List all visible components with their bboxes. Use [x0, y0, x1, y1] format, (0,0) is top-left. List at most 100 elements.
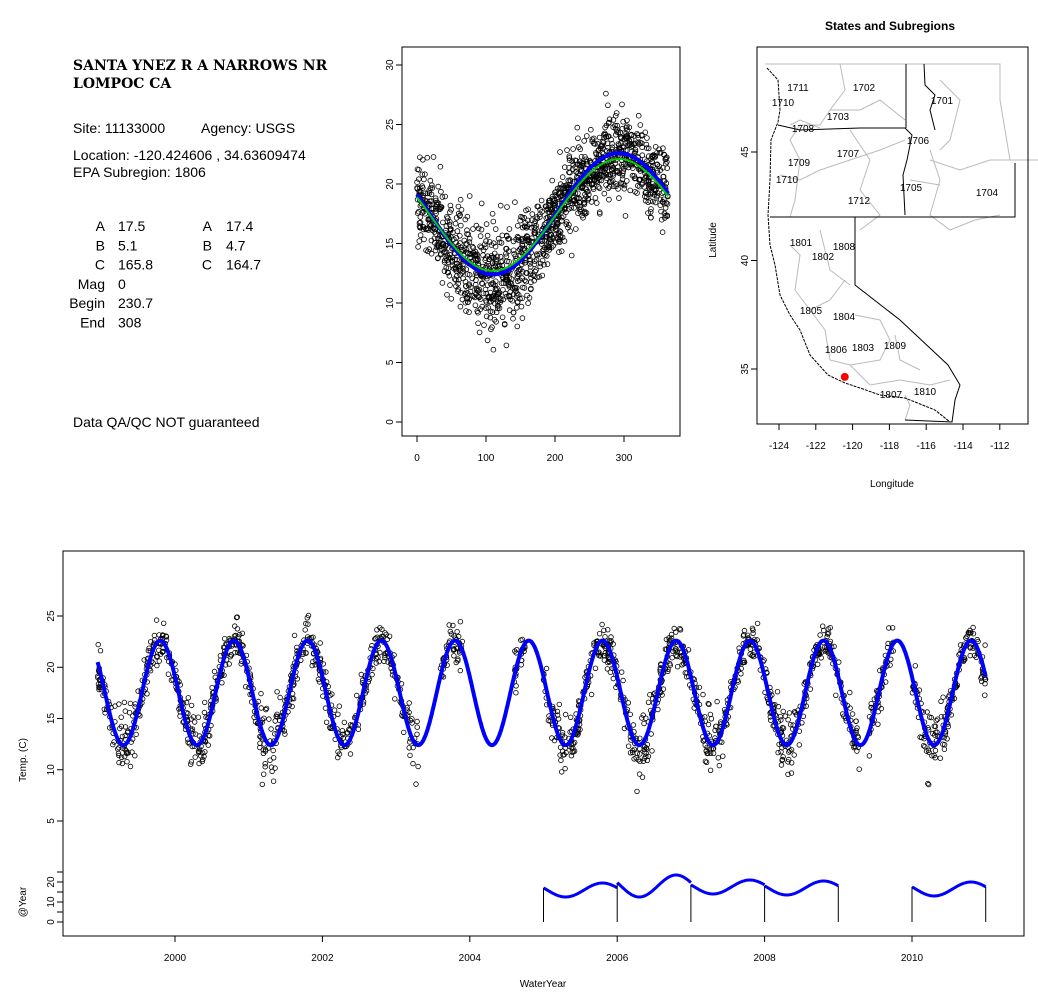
- agency: Agency: USGS: [201, 120, 295, 136]
- data-point: [463, 308, 469, 314]
- data-point: [479, 280, 485, 287]
- data-point: [447, 202, 454, 209]
- data-point: [636, 141, 642, 148]
- data-point: [421, 236, 427, 243]
- data-point: [545, 202, 552, 209]
- data-point: [937, 755, 943, 761]
- data-point: [558, 757, 564, 764]
- data-point: [434, 243, 441, 249]
- data-point: [444, 269, 451, 276]
- data-point: [647, 692, 653, 698]
- data-point: [643, 745, 649, 751]
- x-tick-label: 200: [547, 453, 564, 464]
- data-point: [528, 238, 535, 245]
- data-point: [386, 633, 393, 639]
- data-point: [638, 140, 645, 147]
- data-point: [660, 686, 667, 692]
- data-point: [483, 305, 489, 312]
- data-point: [469, 275, 476, 282]
- data-point: [154, 662, 160, 669]
- data-point: [609, 178, 616, 184]
- x-tick-label: -120: [843, 441, 863, 452]
- data-point: [700, 691, 706, 698]
- data-point: [455, 203, 462, 210]
- data-point: [554, 708, 561, 715]
- data-point: [420, 208, 427, 215]
- data-point: [885, 640, 891, 647]
- data-point: [323, 669, 329, 675]
- annual-fit-2006: [616, 873, 692, 899]
- data-point: [749, 625, 756, 631]
- data-point: [294, 676, 300, 682]
- data-point: [201, 753, 207, 760]
- data-point: [922, 743, 928, 750]
- data-point: [410, 760, 416, 767]
- data-point: [258, 705, 264, 711]
- data-point: [494, 299, 501, 305]
- disclaimer: Data QA/QC NOT guaranteed: [73, 414, 260, 430]
- data-point: [648, 190, 654, 197]
- data-point: [578, 168, 585, 174]
- data-point: [272, 765, 278, 771]
- data-point: [475, 320, 481, 327]
- data-point: [549, 234, 556, 241]
- data-point: [209, 685, 215, 691]
- data-point: [581, 138, 587, 144]
- data-point: [432, 247, 439, 254]
- data-point: [409, 720, 415, 726]
- data-point: [556, 249, 562, 255]
- data-point: [406, 745, 412, 751]
- data-point: [641, 156, 648, 163]
- data-point: [419, 183, 425, 189]
- data-point: [637, 758, 643, 765]
- data-point: [499, 314, 506, 321]
- data-point: [673, 652, 679, 658]
- data-point: [542, 252, 548, 258]
- data-point: [648, 206, 654, 212]
- data-point: [495, 303, 501, 309]
- data-point: [566, 157, 573, 164]
- data-point: [571, 748, 578, 754]
- data-point: [707, 711, 714, 718]
- data-point: [668, 635, 675, 641]
- data-point: [196, 760, 202, 767]
- data-point: [643, 145, 650, 151]
- data-point: [887, 662, 893, 668]
- epa-subregion: EPA Subregion: 1806: [73, 164, 206, 180]
- data-point: [623, 178, 630, 184]
- y-tick-label: 25: [385, 119, 396, 131]
- year-panel-y-tick-label: 10: [46, 896, 57, 908]
- data-point: [594, 177, 600, 184]
- param-value: 5.1: [118, 237, 138, 253]
- data-point: [741, 659, 747, 665]
- param-label: B: [203, 237, 212, 253]
- data-point: [600, 131, 607, 138]
- data-point: [963, 635, 969, 641]
- year-panel-y-label: @Year: [18, 886, 29, 917]
- data-point: [640, 758, 647, 764]
- data-point: [524, 270, 530, 276]
- data-point: [593, 200, 600, 206]
- data-point: [95, 641, 101, 648]
- data-point: [309, 662, 315, 669]
- data-point: [614, 168, 620, 174]
- data-point: [126, 710, 133, 716]
- data-point: [372, 636, 378, 642]
- info-panel: SANTA YNEZ R A NARROWS NR LOMPOC CA Site…: [69, 58, 327, 430]
- data-point: [192, 731, 199, 737]
- data-point: [144, 691, 150, 697]
- data-point: [609, 167, 615, 173]
- data-point: [303, 620, 309, 627]
- data-point: [156, 647, 162, 653]
- data-point: [647, 209, 654, 215]
- data-point: [486, 239, 493, 245]
- data-point: [543, 665, 550, 672]
- data-point: [200, 756, 206, 763]
- data-point: [416, 238, 423, 244]
- data-point: [498, 240, 505, 246]
- data-point: [531, 261, 538, 267]
- data-point: [627, 750, 634, 756]
- location: Location: -120.424606 , 34.63609474: [73, 147, 306, 163]
- data-point: [424, 225, 431, 232]
- data-point: [274, 689, 280, 695]
